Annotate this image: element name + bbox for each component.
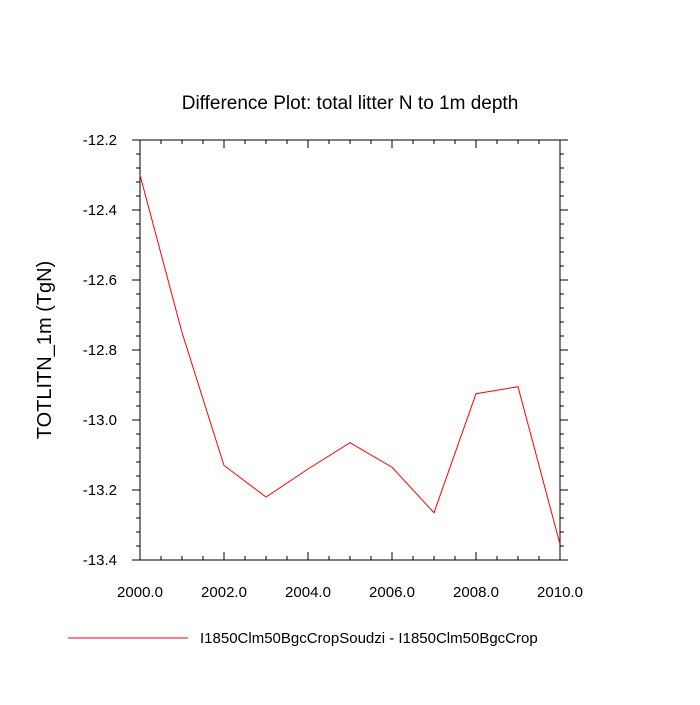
x-tick-label: 2002.0 <box>201 584 247 601</box>
x-tick-label: 2008.0 <box>453 584 499 601</box>
y-tick-label: -12.2 <box>83 132 117 149</box>
y-tick-label: -12.6 <box>83 272 117 289</box>
y-tick-label: -13.0 <box>83 412 117 429</box>
chart-title: Difference Plot: total litter N to 1m de… <box>182 93 519 114</box>
x-tick-label: 2004.0 <box>285 584 331 601</box>
x-tick-label: 2000.0 <box>117 584 163 601</box>
legend: I1850Clm50BgcCropSoudzi - I1850Clm50BgcC… <box>68 630 538 647</box>
y-axis-label: TOTLITN_1m (TgN) <box>34 261 56 440</box>
series-line <box>139 174 561 545</box>
legend-label: I1850Clm50BgcCropSoudzi - I1850Clm50BgcC… <box>200 630 538 647</box>
y-tick-label: -12.8 <box>83 342 117 359</box>
plot-area: 2000.0 2002.0 2004.0 2006.0 2008.0 2010.0 -12.… <box>83 132 583 601</box>
plot-frame <box>139 139 561 561</box>
x-tick-label: 2010.0 <box>537 584 583 601</box>
y-tick-label: -13.2 <box>83 482 117 499</box>
y-tick-label: -13.4 <box>83 552 117 569</box>
y-tick-label: -12.4 <box>83 202 117 219</box>
x-tick-label: 2006.0 <box>369 584 415 601</box>
